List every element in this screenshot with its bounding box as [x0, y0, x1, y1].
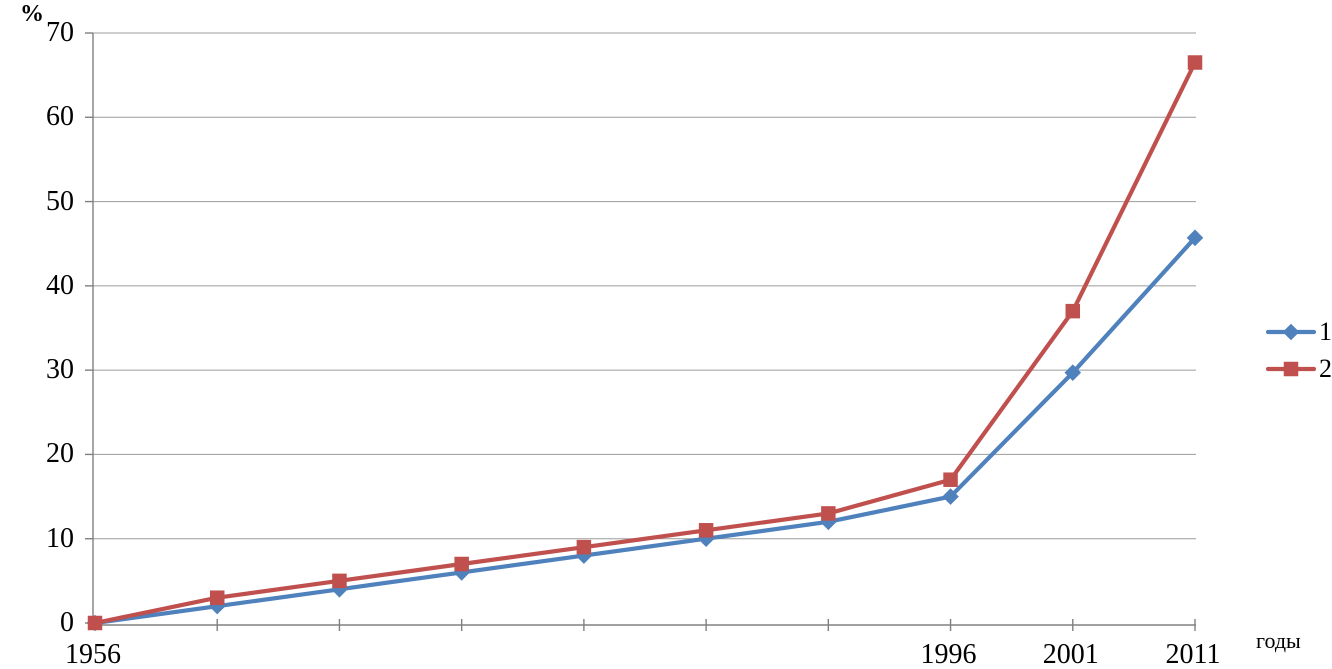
- series-2-marker: [87, 615, 103, 631]
- series-1-marker-icon: [1266, 323, 1316, 341]
- series-1-marker: [1064, 364, 1082, 381]
- y-tick-label-20: 20: [46, 438, 74, 470]
- legend-marker: [1283, 361, 1299, 377]
- y-tick-label-70: 70: [46, 17, 74, 48]
- y-tick-label-60: 60: [46, 101, 74, 133]
- series-2-marker: [576, 539, 592, 555]
- series-2-marker: [943, 472, 958, 487]
- y-axis-unit-label: %: [20, 1, 44, 27]
- series-1-marker: [942, 488, 959, 505]
- series-1-marker: [1186, 229, 1204, 247]
- series-2-marker: [1187, 55, 1203, 70]
- series-2-marker: [209, 590, 225, 605]
- series-2-marker: [332, 573, 347, 589]
- series-1-line: [92, 235, 1198, 626]
- series-1-marker: [331, 581, 348, 598]
- legend-marker: [1282, 323, 1300, 341]
- legend-item-series-1: 1: [1266, 317, 1332, 347]
- x-tick-label-1996: 1996: [920, 639, 977, 669]
- series-2-marker: [698, 523, 714, 538]
- x-axis-unit-label: годы: [1256, 628, 1301, 653]
- x-tick-label-2011: 2011: [1165, 639, 1221, 669]
- y-tick-label-30: 30: [46, 354, 74, 386]
- series-2-marker: [821, 506, 836, 521]
- x-tick-label-1956: 1956: [65, 639, 121, 669]
- series-2-marker: [1065, 303, 1081, 319]
- series-2-marker-icon: [1266, 361, 1316, 377]
- legend: 1 2: [1266, 317, 1332, 391]
- series-2-line: [92, 60, 1198, 626]
- x-tick-label-2001: 2001: [1042, 639, 1099, 669]
- series-2-marker: [454, 556, 469, 572]
- legend-label-series-2: 2: [1319, 354, 1332, 383]
- y-tick-label-40: 40: [46, 269, 74, 301]
- legend-item-series-2: 2: [1266, 354, 1332, 384]
- legend-label-series-1: 1: [1319, 317, 1332, 346]
- y-tick-label-0: 0: [60, 607, 74, 638]
- y-tick-label-10: 10: [46, 522, 74, 554]
- y-tick-label-50: 50: [46, 185, 74, 217]
